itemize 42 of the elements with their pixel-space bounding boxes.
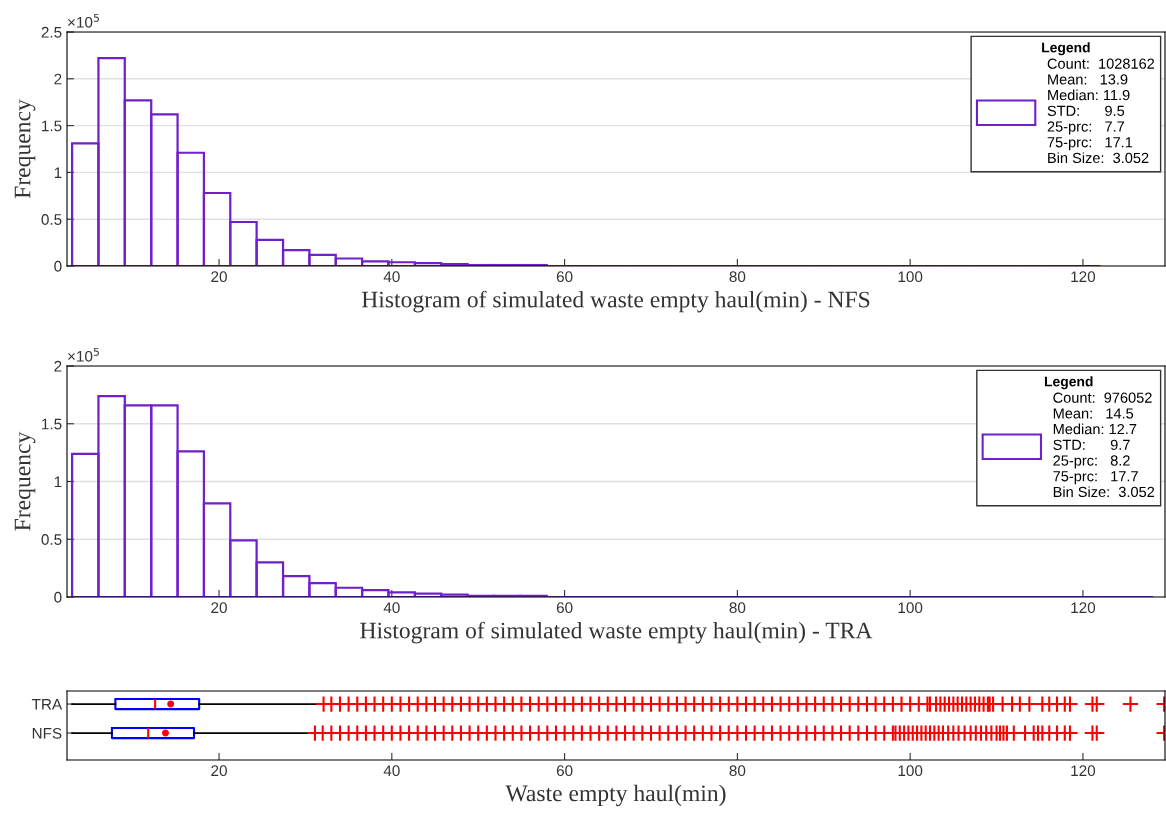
x-axis-title: Histogram of simulated waste empty haul(min) - NFS (361, 290, 870, 313)
legend-label: Count: 1028162 Mean: 13.9 Median: 11.9 STD: 9.5 25-prc: 7.7 75-prc: 17.1 Bin Size: 3.052 (1047, 58, 1155, 164)
y-tick-label: 1.5 (42, 418, 62, 430)
x-tick-label: 80 (729, 765, 746, 777)
y-axis-title: Frequency (14, 431, 36, 531)
legend-title: Legend (1042, 42, 1090, 56)
x-tick-label: 40 (383, 765, 400, 777)
y-tick-label: 1 (54, 167, 62, 178)
x-tick-label: 80 (729, 271, 746, 283)
x-tick-label: 60 (556, 602, 573, 614)
x-tick-label: 60 (556, 271, 573, 283)
x-axis-title: Histogram of simulated waste empty haul(min) - TRA (360, 621, 873, 644)
y-tick-label: 1.5 (42, 120, 62, 132)
x-tick-label: 40 (383, 602, 400, 614)
x-tick-label: 40 (383, 271, 400, 283)
x-tick-label: 100 (898, 271, 923, 283)
text: ×10$^{5}$ (68, 13, 99, 28)
x-tick-label: 100 (898, 765, 923, 777)
y-tick-label: 2 (54, 360, 62, 372)
x-tick-label: 100 (898, 602, 923, 614)
text: ×10$^{5}$ (68, 347, 99, 362)
y-tick-label: 2.5 (41, 26, 62, 38)
y-tick-label: 0.5 (41, 534, 62, 545)
x-tick-label: 60 (556, 765, 573, 777)
x-tick-label: 80 (729, 602, 746, 614)
y-tick-label: NFS (32, 727, 62, 739)
y-tick-label: 0.5 (41, 214, 62, 225)
y-tick-label: 1 (54, 476, 62, 488)
x-tick-label: 20 (211, 271, 227, 283)
x-tick-label: 120 (1071, 765, 1096, 777)
y-axis-title: Frequency (14, 99, 36, 199)
legend-label: Count: 976052 Mean: 14.5 Median: 12.7 STD: 9.7 25-prc: 8.2 75-prc: 17.7 Bin Size: 3.052 (1053, 392, 1155, 498)
x-tick-label: 20 (211, 602, 227, 614)
x-tick-label: 120 (1071, 602, 1096, 614)
y-tick-label: TRA (31, 699, 63, 710)
y-tick-label: 0 (54, 260, 62, 272)
y-tick-label: 0 (54, 591, 62, 603)
legend-title: Legend (1044, 376, 1093, 390)
x-tick-label: 120 (1071, 271, 1096, 283)
x-axis-title: Waste empty haul(min) (505, 784, 726, 807)
x-tick-label: 20 (211, 765, 227, 777)
y-tick-label: 2 (54, 73, 62, 85)
